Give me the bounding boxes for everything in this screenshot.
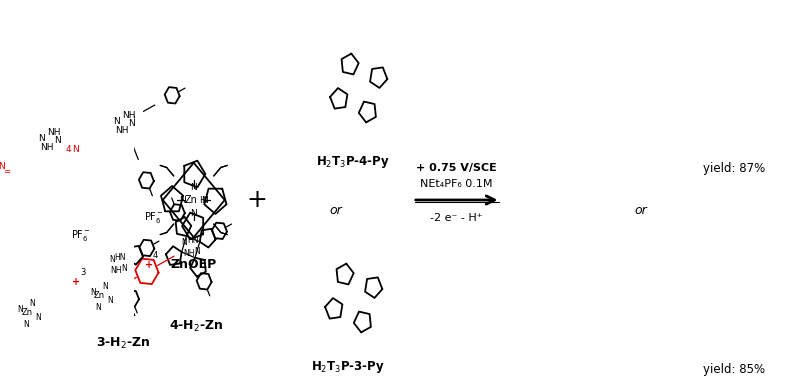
Text: or: or <box>329 203 342 216</box>
Text: N: N <box>201 195 208 205</box>
Text: N: N <box>90 288 95 297</box>
Text: =: = <box>3 168 10 177</box>
Text: -2 e⁻ - H⁺: -2 e⁻ - H⁺ <box>431 213 483 223</box>
Text: 4: 4 <box>65 145 71 154</box>
Text: yield: 87%: yield: 87% <box>703 162 765 175</box>
Text: N: N <box>95 303 101 312</box>
Text: N: N <box>38 134 45 143</box>
Text: N: N <box>54 136 61 145</box>
Text: NH: NH <box>122 111 136 120</box>
Text: + 0.75 V/SCE: + 0.75 V/SCE <box>416 163 497 173</box>
Text: N: N <box>30 299 35 308</box>
Text: 4: 4 <box>153 251 158 260</box>
Text: yield: 85%: yield: 85% <box>703 363 765 376</box>
Text: N: N <box>190 208 197 218</box>
Text: NH: NH <box>115 126 128 135</box>
Text: NEt₄PF₆ 0.1M: NEt₄PF₆ 0.1M <box>420 179 493 189</box>
Text: N: N <box>190 183 197 192</box>
Text: N: N <box>122 264 128 273</box>
Text: 3-H$_2$-Zn: 3-H$_2$-Zn <box>96 336 151 351</box>
Text: N: N <box>112 117 119 126</box>
Text: NH: NH <box>47 128 61 137</box>
Text: N: N <box>23 320 29 329</box>
Text: ZnOEP: ZnOEP <box>171 259 217 272</box>
Text: 3: 3 <box>80 268 86 277</box>
Text: N: N <box>18 306 23 314</box>
Text: PF$_6^-$: PF$_6^-$ <box>71 228 91 242</box>
Text: HN: HN <box>115 253 126 262</box>
Text: H$_2$T$_3$P-3-Py: H$_2$T$_3$P-3-Py <box>311 359 385 375</box>
Text: +: + <box>72 277 80 287</box>
Text: N: N <box>194 247 200 255</box>
Text: Zn: Zn <box>184 195 197 205</box>
Text: N: N <box>35 313 41 322</box>
Text: N: N <box>102 282 107 291</box>
Text: NH: NH <box>40 143 54 152</box>
Text: N: N <box>72 145 79 154</box>
Text: NH: NH <box>111 266 122 275</box>
Text: +: + <box>145 260 153 270</box>
Text: Zn: Zn <box>22 308 32 318</box>
Text: H$_2$T$_3$P-4-Py: H$_2$T$_3$P-4-Py <box>316 154 390 170</box>
Text: N: N <box>0 162 5 171</box>
Text: N: N <box>107 296 113 305</box>
Text: N: N <box>109 255 115 264</box>
Text: N: N <box>128 119 135 128</box>
Text: N: N <box>181 238 188 247</box>
Text: H: H <box>199 195 205 205</box>
Text: PF$_6^-$: PF$_6^-$ <box>144 210 164 226</box>
Text: 4-H$_2$-Zn: 4-H$_2$-Zn <box>168 319 223 334</box>
Text: or: or <box>634 203 646 216</box>
Text: HN: HN <box>187 236 199 245</box>
Text: N: N <box>180 195 186 205</box>
Text: NH: NH <box>183 249 194 258</box>
Text: Zn: Zn <box>94 291 105 300</box>
Text: +: + <box>247 188 268 212</box>
